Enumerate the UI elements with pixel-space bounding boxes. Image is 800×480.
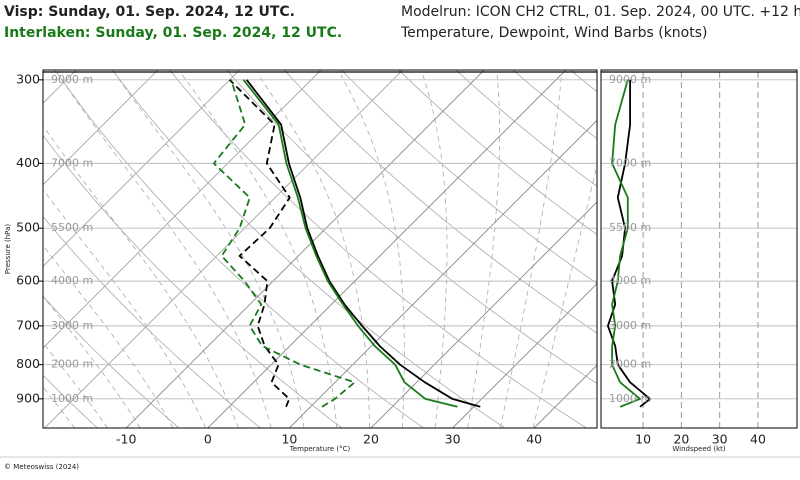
moist-adiabat <box>422 74 448 428</box>
dry-adiabat <box>455 70 597 187</box>
dry-adiabat <box>169 70 587 428</box>
y-tick-label: 700 <box>16 317 40 332</box>
footer: © Meteoswiss (2024) <box>4 463 79 471</box>
dry-adiabat <box>112 70 506 428</box>
x-tick-label: 40 <box>526 432 542 447</box>
height-label: 1000 m <box>51 392 93 405</box>
x-tick-label: 10 <box>635 432 651 447</box>
dry-adiabat <box>628 70 800 428</box>
x-tick-label: 10 <box>281 432 297 447</box>
windspeed-line <box>611 79 641 408</box>
dry-adiabat <box>43 295 180 428</box>
x-tick-label: 30 <box>445 432 461 447</box>
y-tick-label: 900 <box>16 390 40 405</box>
station-1-title: Visp: Sunday, 01. Sep. 2024, 12 UTC. <box>4 4 295 20</box>
moist-adiabat <box>43 125 239 428</box>
x-axis-label: Windspeed (kt) <box>672 445 725 453</box>
dry-adiabat <box>341 70 597 285</box>
dewpoint-line <box>228 79 291 408</box>
y-tick-label: 600 <box>16 273 40 288</box>
moist-adiabat <box>43 386 76 428</box>
dry-adiabat <box>226 70 597 385</box>
x-tick-label: 30 <box>712 432 728 447</box>
moist-adiabat <box>500 74 562 428</box>
height-label: 2000 m <box>51 358 93 371</box>
dry-adiabat <box>43 215 261 428</box>
isotherm <box>44 70 403 428</box>
temperature-line <box>245 79 481 408</box>
height-label: 3000 m <box>51 319 93 332</box>
isotherm <box>43 70 159 186</box>
isotherm-grid <box>533 364 597 428</box>
y-tick-label: 800 <box>16 356 40 371</box>
moist-adiabat <box>43 188 207 428</box>
subtitle: Temperature, Dewpoint, Wind Barbs (knots… <box>400 25 708 41</box>
model-run: Modelrun: ICON CH2 CTRL, 01. Sep. 2024, … <box>401 4 800 20</box>
x-tick-label: 40 <box>750 432 766 447</box>
dewpoint-line <box>212 79 356 408</box>
moist-adiabat <box>257 74 370 428</box>
height-label: 2000 m <box>609 358 651 371</box>
moist-adiabat <box>43 244 174 428</box>
isotherm-grid <box>207 70 567 428</box>
y-tick-label: 400 <box>16 155 40 170</box>
height-label: 4000 m <box>51 274 93 287</box>
moist-adiabat <box>181 74 338 428</box>
x-tick-label: 20 <box>673 432 689 447</box>
plot-area <box>601 70 797 428</box>
moist-adiabat <box>58 74 272 428</box>
dry-adiabat <box>742 70 800 428</box>
isotherm-grid <box>452 282 597 428</box>
isotherm-grid <box>289 119 597 428</box>
moist-adiabat <box>467 74 500 428</box>
isotherm <box>43 70 322 349</box>
y-axis-label: Pressure (hPa) <box>4 224 12 274</box>
x-tick-label: -10 <box>116 432 136 447</box>
dry-adiabat <box>570 70 597 93</box>
moist-adiabat <box>43 295 141 428</box>
dry-adiabat <box>43 374 98 428</box>
height-label: 9000 m <box>609 73 651 86</box>
height-label: 5500 m <box>51 221 93 234</box>
plot-area <box>43 70 800 428</box>
height-label: 7000 m <box>51 156 93 169</box>
dry-adiabat <box>43 134 343 428</box>
dry-adiabat <box>512 70 597 140</box>
height-label: 7000 m <box>609 156 651 169</box>
isotherm-grid <box>370 201 597 428</box>
isotherm <box>43 70 240 268</box>
dry-adiabat <box>283 70 597 334</box>
y-tick-label: 500 <box>16 220 40 235</box>
y-tick-label: 300 <box>16 71 40 86</box>
x-axis-label: Temperature (°C) <box>289 445 351 453</box>
moist-adiabat <box>115 74 305 428</box>
isotherm-grid <box>125 70 485 428</box>
moist-adiabat <box>532 163 597 428</box>
x-tick-label: 0 <box>204 432 212 447</box>
dry-adiabat <box>398 70 597 236</box>
height-label: 1000 m <box>609 392 651 405</box>
temperature-line <box>242 79 458 408</box>
plot-frame <box>42 69 598 429</box>
dry-adiabat <box>685 70 800 428</box>
x-tick-label: 20 <box>363 432 379 447</box>
moist-adiabat <box>43 342 108 428</box>
height-label: 9000 m <box>51 73 93 86</box>
dry-adiabat <box>54 70 424 428</box>
windspeed-line <box>607 79 651 408</box>
height-label: 3000 m <box>609 319 651 332</box>
moist-adiabat <box>340 74 405 428</box>
height-label: 5500 m <box>609 221 651 234</box>
height-label: 4000 m <box>609 274 651 287</box>
plot-frame <box>600 69 798 429</box>
station-2-title: Interlaken: Sunday, 01. Sep. 2024, 12 UT… <box>4 25 342 41</box>
